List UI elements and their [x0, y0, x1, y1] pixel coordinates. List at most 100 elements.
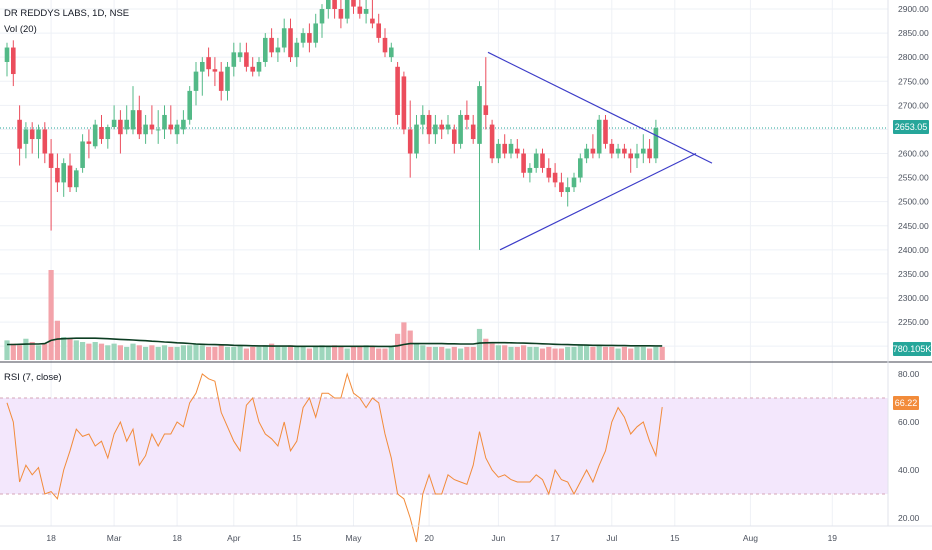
candle-body — [48, 153, 54, 168]
volume-bar — [300, 346, 306, 360]
candle-body — [590, 148, 596, 154]
candle-body — [124, 119, 129, 130]
candle-body — [4, 47, 10, 62]
volume-bar — [130, 343, 136, 360]
price-tick-label: 2600.00 — [898, 149, 929, 159]
volume-bar — [470, 346, 476, 360]
candle-body — [565, 187, 570, 193]
volume-bar — [653, 346, 659, 360]
volume-badge-text: 780.105K — [893, 344, 932, 354]
time-tick-label: 15 — [670, 533, 680, 543]
candle-body — [294, 42, 300, 58]
volume-bar — [313, 346, 319, 360]
volume-bar — [143, 346, 149, 360]
volume-bar — [552, 348, 558, 360]
rsi-band — [0, 397, 888, 495]
candle-body — [521, 153, 526, 173]
volume-bar — [558, 348, 564, 360]
candle-body — [326, 0, 331, 9]
candle-body — [300, 33, 306, 43]
volume-bar — [124, 346, 130, 360]
price-tick-label: 2400.00 — [898, 245, 929, 255]
candle-body — [168, 124, 174, 130]
candle-body — [357, 6, 363, 14]
candle-body — [231, 52, 237, 67]
candle-body — [111, 119, 117, 128]
candle-body — [502, 143, 507, 154]
volume-bar — [458, 348, 464, 360]
volume-bar — [495, 345, 501, 360]
candle-body — [445, 124, 451, 130]
candle-body — [237, 52, 243, 58]
candle-body — [433, 124, 438, 135]
candle-body — [376, 23, 381, 38]
rsi-path — [6, 372, 663, 543]
volume-ma-line — [7, 337, 663, 348]
volume-bar — [86, 343, 92, 360]
volume-bar — [212, 346, 218, 360]
volume-bar — [602, 346, 609, 360]
candle-body — [407, 129, 413, 154]
volume-bar — [29, 342, 35, 360]
volume-bar — [269, 343, 275, 360]
volume-bar — [54, 320, 60, 360]
volume-bar — [508, 346, 514, 360]
candle-body — [80, 141, 85, 168]
rsi-tick-label: 80.00 — [898, 369, 920, 379]
candle-body — [137, 110, 142, 135]
candle-body — [218, 71, 224, 91]
rsi-badge-text: 66.22 — [895, 398, 918, 408]
candle-body — [307, 33, 312, 43]
time-tick-label: May — [345, 533, 362, 543]
volume-bar — [521, 345, 527, 360]
volume-bar — [243, 348, 249, 360]
triangle-pattern — [487, 51, 713, 251]
volume-bar — [609, 346, 615, 360]
candle-body — [118, 119, 123, 135]
candle-body — [647, 148, 652, 159]
candle-body — [225, 66, 230, 91]
volume-bar — [17, 345, 23, 360]
volume-bar — [577, 345, 583, 360]
volume-bar — [445, 348, 451, 360]
volume-bar — [426, 346, 432, 360]
candle-body — [55, 167, 60, 183]
volume-ma-path — [7, 337, 663, 348]
volume-bar — [388, 346, 394, 360]
volume-bar — [237, 345, 243, 360]
time-tick-label: 17 — [550, 533, 560, 543]
volume-bar — [634, 346, 640, 360]
volume-bar — [476, 328, 483, 360]
volume-bar — [319, 345, 325, 360]
volume-bar — [325, 346, 331, 360]
candle-body — [344, 0, 350, 19]
candle-body — [533, 153, 539, 168]
rsi-tick-label: 60.00 — [898, 417, 920, 427]
volume-bar — [527, 346, 533, 360]
volume-bar — [483, 338, 489, 360]
price-candles — [4, 0, 659, 250]
candle-body — [105, 127, 111, 140]
candle-body — [578, 158, 583, 178]
volume-bar — [294, 346, 300, 360]
volume-bar — [533, 346, 539, 360]
volume-bar — [338, 346, 344, 360]
price-tick-label: 2750.00 — [898, 76, 929, 86]
time-tick-label: Mar — [107, 533, 122, 543]
volume-bar — [149, 345, 155, 360]
volume-bar — [659, 346, 665, 360]
candle-body — [313, 23, 318, 43]
candle-body — [540, 153, 545, 168]
volume-bar — [489, 343, 495, 360]
time-tick-label: Jun — [492, 533, 506, 543]
candle-body — [212, 69, 218, 72]
volume-bar — [4, 340, 10, 360]
volume-bar — [224, 346, 231, 360]
volume-bar — [35, 345, 42, 360]
volume-bar — [67, 338, 73, 360]
volume-bar — [539, 348, 546, 360]
candle-body — [86, 141, 92, 144]
price-tick-label: 2450.00 — [898, 221, 929, 231]
candle-body — [155, 129, 161, 131]
